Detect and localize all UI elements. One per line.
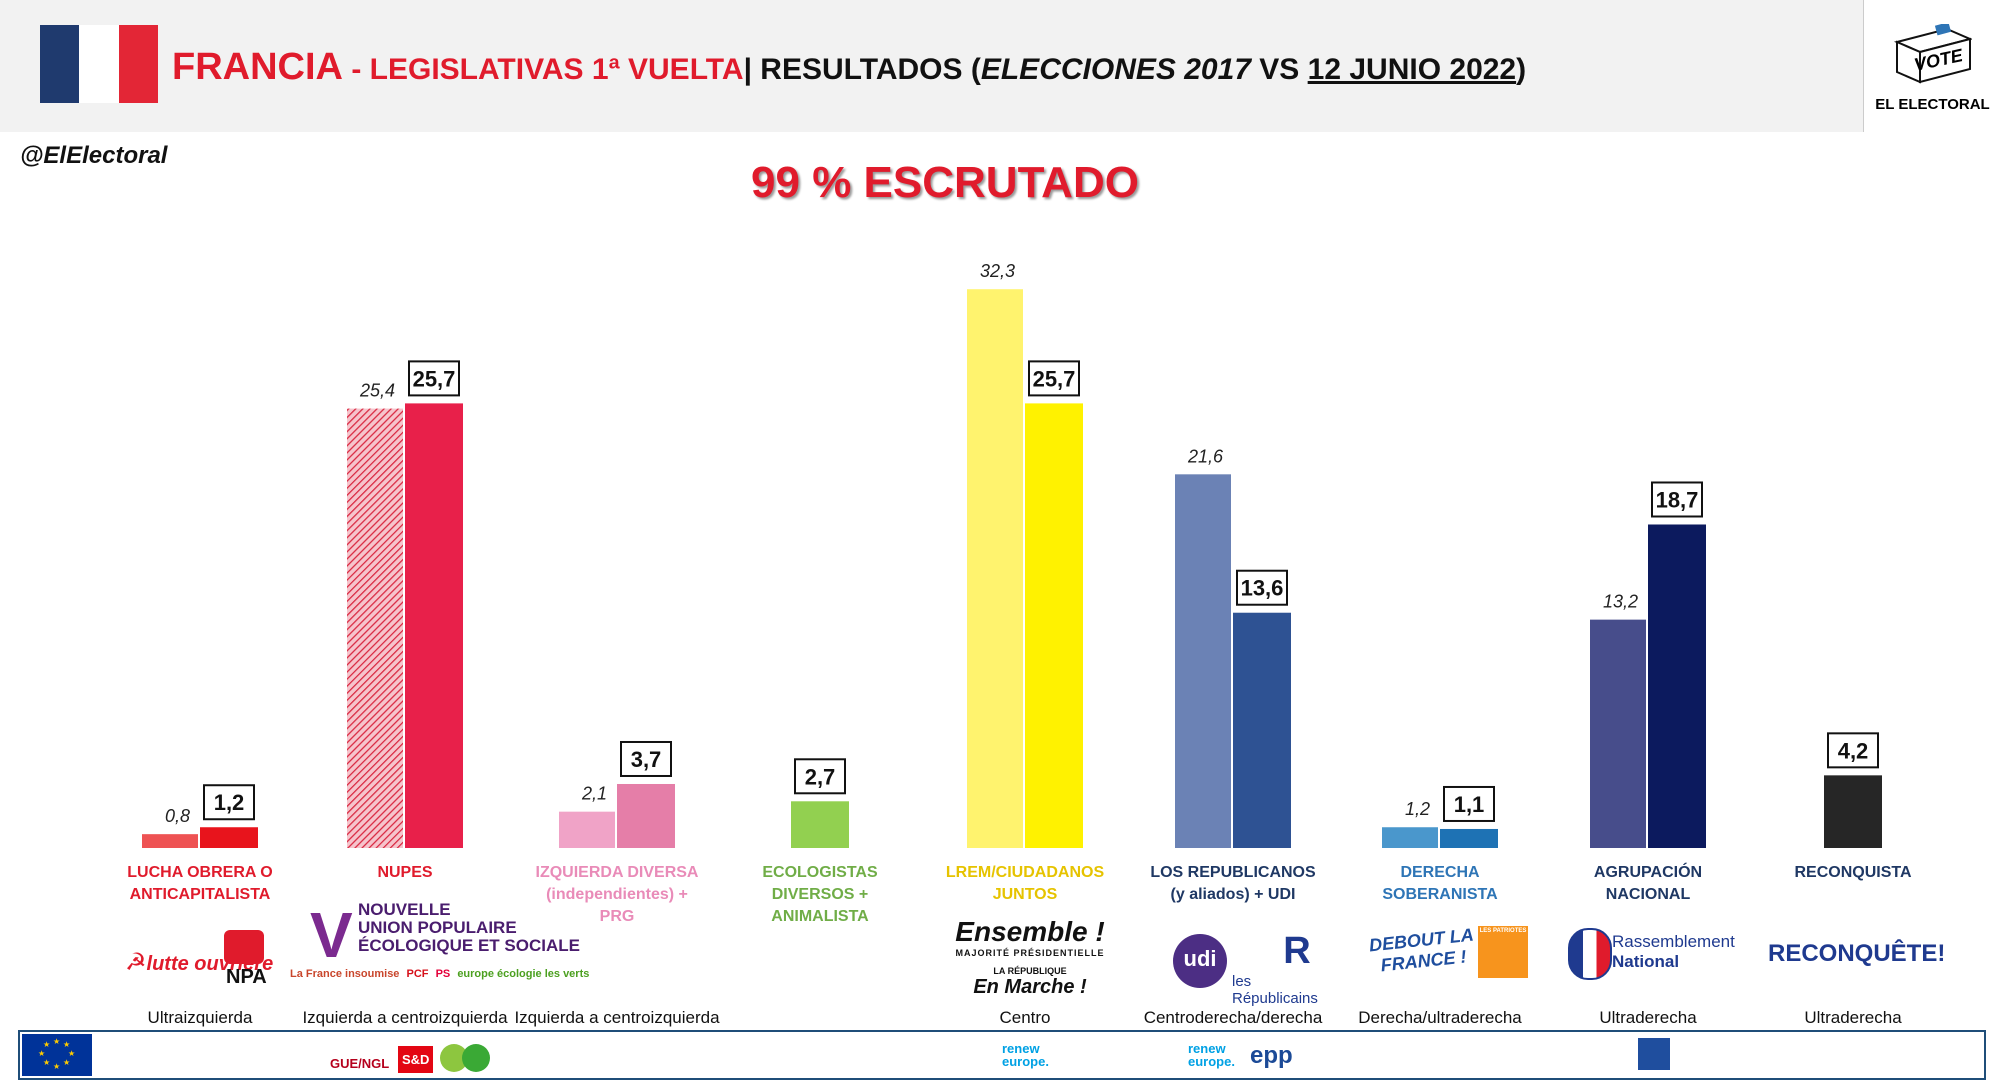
renew-europe-logo-2: renew europe. — [1188, 1041, 1235, 1069]
bar-2017 — [559, 811, 615, 848]
id-group-logo-icon — [1638, 1038, 1670, 1070]
bar-2017 — [1175, 474, 1231, 848]
label-2017: 25,4 — [359, 381, 395, 401]
bar-2017 — [142, 834, 198, 848]
label-2022: 25,7 — [1033, 366, 1076, 391]
category-label: AGRUPACIÓN NACIONAL — [1593, 864, 1703, 903]
eu-flag-icon: ★ ★ ★ ★ ★ ★ ★ ★ — [22, 1034, 92, 1076]
sd-logo: S&D — [398, 1046, 434, 1073]
ideology-label: Izquierda a centroizquierda — [514, 1008, 720, 1027]
bar-2017 — [347, 408, 403, 848]
bar-2022 — [1824, 775, 1882, 848]
category-label: LOS REPUBLICANOS (y aliados) + UDI — [1150, 864, 1316, 903]
bar-2022 — [200, 827, 258, 848]
bar-2022 — [1648, 524, 1706, 848]
greens-efa-logo-icon — [462, 1044, 490, 1072]
reconquete-logo: RECONQUÊTE! — [1768, 940, 1946, 967]
french-flag — [40, 25, 158, 103]
category-label: RECONQUISTA — [1794, 864, 1912, 881]
bar-2022 — [1025, 403, 1083, 848]
category-label: DERECHA SOBERANISTA — [1382, 864, 1498, 903]
label-2017: 2,1 — [581, 784, 607, 804]
label-2017: 13,2 — [1603, 592, 1638, 612]
les-patriotes-logo: LES PATRIOTES — [1478, 926, 1528, 978]
les-republicains-logo: R les Républicains — [1232, 930, 1332, 1007]
udi-logo: udi — [1173, 934, 1227, 988]
bar-2017 — [1382, 827, 1438, 848]
label-2022-box — [1443, 785, 1495, 822]
bar-2017 — [967, 289, 1023, 849]
category-label: LREM/CIUDADANOS JUNTOS — [945, 864, 1105, 903]
label-2022: 13,6 — [1241, 576, 1284, 601]
el-electoral-logo: VOTE EL ELECTORAL — [1863, 0, 2000, 132]
category-label: NUPES — [377, 864, 433, 881]
label-2017: 1,2 — [1405, 799, 1430, 819]
bar-2022 — [405, 403, 463, 848]
scrutiny-status: 99 % ESCRUTADO — [751, 158, 1139, 207]
label-2022: 25,7 — [413, 366, 456, 391]
label-2022-box — [1651, 481, 1703, 518]
label-2022: 2,7 — [805, 764, 836, 789]
category-label: ECOLOGISTAS DIVERSOS + ANIMALISTA — [762, 864, 878, 925]
ideology-label: Derecha/ultraderecha — [1358, 1008, 1522, 1027]
label-2022-box — [620, 740, 672, 777]
page-title: FRANCIA - LEGISLATIVAS 1ª VUELTA| RESULT… — [172, 46, 1527, 88]
label-2022: 1,2 — [214, 790, 245, 815]
hammer-sickle-icon: ☭ — [125, 949, 147, 976]
bar-2022 — [617, 783, 675, 848]
label-2022-box — [1028, 360, 1080, 397]
epp-logo: epp — [1250, 1042, 1293, 1069]
label-2022-box — [1827, 732, 1879, 769]
label-2022-box — [408, 360, 460, 397]
label-2022-box — [203, 784, 255, 821]
ideology-label: Centro — [999, 1008, 1051, 1027]
ideology-label: Ultraderecha — [1804, 1008, 1902, 1027]
label-2017: 21,6 — [1187, 446, 1224, 466]
ideology-label: Ultraizquierda — [147, 1008, 253, 1027]
ideology-label: Ultraderecha — [1599, 1008, 1697, 1027]
bar-2022 — [1440, 828, 1498, 848]
twitter-handle: @ElElectoral — [20, 142, 168, 169]
label-2022: 18,7 — [1656, 487, 1699, 512]
label-2022: 4,2 — [1838, 738, 1869, 763]
label-2022-box — [1236, 569, 1288, 606]
npa-logo — [224, 930, 264, 964]
lr-monogram-icon: R — [1283, 930, 1311, 972]
label-2022-box — [794, 758, 846, 795]
label-2022: 1,1 — [1454, 792, 1485, 817]
ensemble-logo: Ensemble ! MAJORITÉ PRÉSIDENTIELLE LA RÉ… — [955, 916, 1105, 998]
nupes-parties-logos: La France insoumise PCF PS europe écolog… — [290, 968, 590, 980]
header-bar: FRANCIA - LEGISLATIVAS 1ª VUELTA| RESULT… — [0, 0, 2000, 132]
nupes-v-icon: V — [310, 899, 353, 971]
label-2022: 3,7 — [631, 747, 662, 772]
category-label: LUCHA OBRERA O ANTICAPITALISTA — [127, 864, 273, 903]
ballot-box-icon — [1893, 24, 1972, 84]
gue-ngl-logo: GUE/NGL — [330, 1056, 390, 1071]
bar-2022 — [791, 801, 849, 848]
category-label: IZQUIERDA DIVERSA (independientes) + PRG — [535, 864, 699, 925]
bar-2017 — [1590, 619, 1646, 848]
ideology-label: Izquierda a centroizquierda — [302, 1008, 508, 1027]
label-2017: 32,3 — [980, 261, 1015, 281]
flame-icon — [1568, 928, 1612, 980]
ideology-label: Centroderecha/derecha — [1143, 1008, 1323, 1027]
npa-label: NPA — [226, 966, 267, 988]
label-2017: 0,8 — [165, 806, 190, 826]
brand-name: EL ELECTORAL — [1875, 96, 1990, 113]
renew-europe-logo-1: renew europe. — [1002, 1041, 1049, 1069]
bar-2022 — [1233, 612, 1291, 848]
